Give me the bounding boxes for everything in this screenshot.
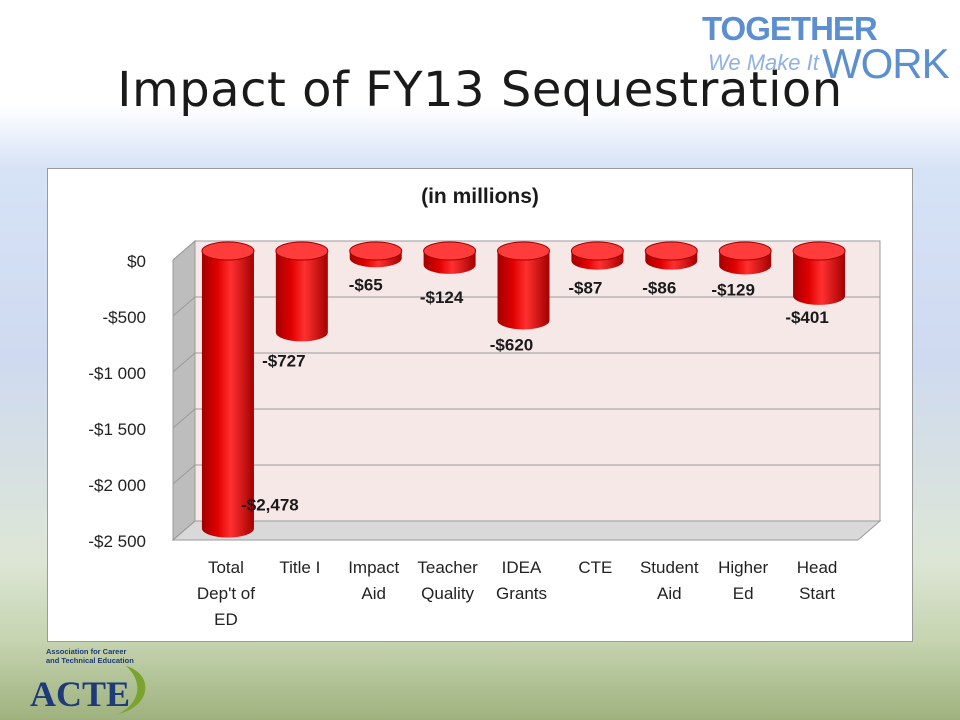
bar-top-cap — [792, 241, 846, 261]
x-tick-label: Impact — [348, 558, 399, 577]
bar — [497, 251, 550, 330]
x-tick-label: IDEA — [502, 558, 542, 577]
bar-top-cap — [644, 241, 698, 261]
y-tick-label: -$1 500 — [88, 420, 146, 439]
logo-we-make-it-text: We Make It — [708, 50, 820, 75]
y-tick-label: -$500 — [103, 308, 146, 327]
data-label: -$86 — [642, 279, 676, 298]
x-tick-label: Grants — [496, 584, 547, 603]
bar-top-cap — [275, 241, 329, 261]
bar-top-cap — [497, 241, 550, 261]
data-label: -$620 — [490, 335, 533, 354]
bar-chart: (in millions) $0 -$500 -$1 000 -$1 500 -$2 0… — [88, 185, 882, 629]
data-label: -$401 — [785, 308, 828, 327]
data-label: -$87 — [568, 279, 602, 298]
bar-top-cap — [570, 241, 624, 261]
gridline-side — [172, 408, 196, 429]
plot-floor — [171, 520, 882, 541]
acte-name-text: ACTE — [30, 674, 130, 714]
gridline-side — [172, 352, 196, 373]
x-tick-label: Aid — [657, 584, 682, 603]
data-label: -$129 — [711, 280, 754, 299]
acte-tagline-line2: and Technical Education — [46, 656, 134, 665]
acte-tagline-line1: Association for Career — [46, 647, 127, 656]
x-tick-label: Ed — [733, 584, 754, 603]
x-tick-label: Total — [208, 558, 244, 577]
x-tick-label: Title I — [279, 558, 320, 577]
gridline-side — [172, 464, 196, 485]
x-tick-label: Head — [797, 558, 838, 577]
data-label: -$727 — [262, 351, 305, 370]
x-tick-label: CTE — [578, 558, 612, 577]
chart-subtitle: (in millions) — [421, 185, 539, 208]
together-we-make-it-work-logo: TOGETHER We Make It WORK. — [702, 10, 952, 85]
y-tick-label: -$2 500 — [88, 532, 146, 551]
y-tick-label: $0 — [127, 252, 146, 271]
chart-frame: (in millions) $0 -$500 -$1 000 -$1 500 -$2 0… — [47, 168, 913, 642]
x-tick-label: ED — [214, 610, 238, 629]
bar-top-cap — [423, 241, 477, 261]
x-tick-label: Teacher — [417, 558, 478, 577]
bar — [201, 251, 254, 538]
gridline-side — [172, 520, 196, 541]
bar — [793, 251, 846, 305]
bar — [275, 251, 328, 342]
data-label: -$65 — [349, 275, 383, 294]
x-tick-label: Aid — [361, 584, 386, 603]
data-label: -$124 — [420, 288, 464, 307]
x-tick-label: Start — [799, 584, 835, 603]
slide-title: Impact of FY13 Sequestration — [117, 62, 843, 118]
y-tick-label: -$2 000 — [88, 476, 146, 495]
bar-top-cap — [718, 241, 772, 261]
y-tick-label: -$1 000 — [88, 364, 146, 383]
logo-together-text: TOGETHER — [702, 10, 878, 47]
acte-logo: Association for Career and Technical Edu… — [30, 647, 146, 714]
x-tick-label: Higher — [718, 558, 768, 577]
x-tick-label: Student — [640, 558, 699, 577]
bar-top-cap — [349, 241, 403, 261]
gridline-side — [172, 240, 196, 261]
logo-work-text: WORK. — [822, 40, 952, 85]
bar-top-cap — [201, 241, 255, 261]
acte-swoosh-icon — [118, 666, 146, 714]
x-tick-label: Quality — [421, 584, 474, 603]
gridline-side — [172, 296, 196, 317]
data-label: -$2,478 — [241, 496, 299, 515]
plot-side-wall — [172, 239, 196, 542]
x-tick-label: Dep't of — [197, 584, 255, 603]
